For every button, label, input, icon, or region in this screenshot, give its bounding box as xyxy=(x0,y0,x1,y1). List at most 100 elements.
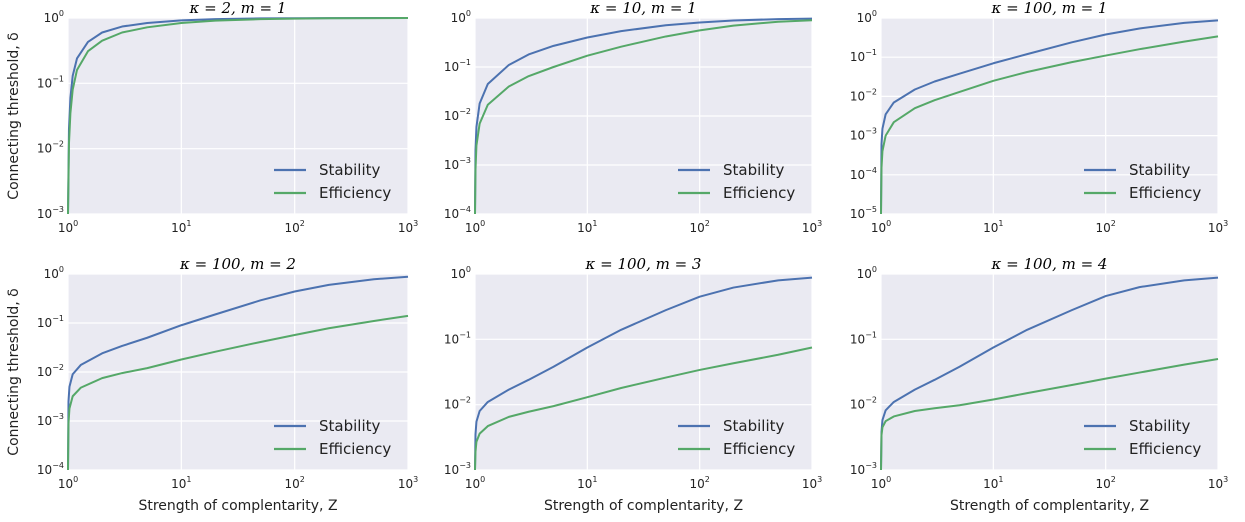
x-tick-label: 102 xyxy=(689,219,709,235)
series-line-efficiency xyxy=(67,17,409,215)
subplot-grid: 100 101 102 103 10−3 10−2 10−1 100 κ = 2, m = 1 C… xyxy=(6,0,1228,514)
series-line-efficiency xyxy=(67,314,409,471)
x-tick-label: 102 xyxy=(689,475,709,491)
y-tick-label: 10−5 xyxy=(850,205,877,221)
subplot-title: κ = 100, m = 3 xyxy=(585,255,702,273)
y-tick-label: 10−3 xyxy=(444,156,471,172)
subplot-3: 100 101 102 103 10−5 10−4 10−3 10−2 10−1 100 κ = 1… xyxy=(850,0,1228,235)
y-tick-label: 10−2 xyxy=(37,140,64,156)
x-tick-label: 101 xyxy=(983,219,1003,235)
subplot-5: 100 101 102 103 10−3 10−2 10−1 100 κ = 100, m = … xyxy=(444,255,822,514)
y-tick-label: 100 xyxy=(44,9,64,25)
legend-label-stability: Stability xyxy=(723,161,785,179)
plot-background xyxy=(881,18,1218,214)
legend: Stability Efficiency xyxy=(1084,161,1201,202)
subplot-title: κ = 10, m = 1 xyxy=(589,0,696,17)
y-tick-label: 10−2 xyxy=(37,363,64,379)
legend: Stability Efficiency xyxy=(274,417,391,458)
series-line-stability xyxy=(474,17,813,215)
subplot-2: 100 101 102 103 10−4 10−3 10−2 10−1 100 κ = 10, m… xyxy=(444,0,822,235)
subplot-title: κ = 100, m = 4 xyxy=(991,255,1108,273)
series-line-stability xyxy=(880,276,1219,471)
legend: Stability Efficiency xyxy=(1084,417,1201,458)
x-tick-label: 103 xyxy=(1208,475,1228,491)
x-tick-label: 102 xyxy=(1095,475,1115,491)
legend-label-efficiency: Efficiency xyxy=(1129,440,1201,458)
legend-label-efficiency: Efficiency xyxy=(319,184,391,202)
subplot-title: κ = 2, m = 1 xyxy=(189,0,287,17)
subplot-title: κ = 100, m = 1 xyxy=(991,0,1108,17)
y-axis-label: Connecting threshold, δ xyxy=(6,32,22,199)
legend-label-stability: Stability xyxy=(1129,417,1191,435)
y-tick-label: 100 xyxy=(857,9,877,25)
legend-label-stability: Stability xyxy=(319,417,381,435)
x-tick-label: 100 xyxy=(58,219,78,235)
x-tick-label: 102 xyxy=(1095,219,1115,235)
x-tick-label: 100 xyxy=(871,475,891,491)
plot-background xyxy=(475,274,812,470)
legend-label-efficiency: Efficiency xyxy=(1129,184,1201,202)
x-tick-label: 100 xyxy=(58,475,78,491)
y-tick-label: 10−4 xyxy=(444,205,471,221)
y-tick-label: 100 xyxy=(44,265,64,281)
x-axis-label: Strength of complentarity, Z xyxy=(544,498,743,514)
x-tick-label: 101 xyxy=(577,475,597,491)
y-tick-label: 10−1 xyxy=(444,330,471,346)
x-tick-label: 102 xyxy=(284,475,304,491)
x-tick-label: 101 xyxy=(983,475,1003,491)
series-line-efficiency xyxy=(474,19,813,215)
y-tick-label: 10−2 xyxy=(444,107,471,123)
x-tick-label: 103 xyxy=(1208,219,1228,235)
y-tick-label: 10−1 xyxy=(37,314,64,330)
x-axis-label: Strength of complentarity, Z xyxy=(138,498,337,514)
x-tick-label: 103 xyxy=(398,219,418,235)
y-tick-label: 10−4 xyxy=(850,166,877,182)
legend: Stability Efficiency xyxy=(274,161,391,202)
legend-label-stability: Stability xyxy=(319,161,381,179)
series-line-efficiency xyxy=(880,358,1219,471)
y-tick-label: 10−2 xyxy=(444,396,471,412)
x-tick-label: 100 xyxy=(465,475,485,491)
y-tick-label: 10−1 xyxy=(850,330,877,346)
y-tick-label: 10−4 xyxy=(37,461,64,477)
series-line-efficiency xyxy=(474,346,813,471)
y-tick-label: 100 xyxy=(451,9,471,25)
plot-background xyxy=(881,274,1218,470)
legend: Stability Efficiency xyxy=(678,417,795,458)
y-tick-label: 10−3 xyxy=(444,461,471,477)
legend-label-efficiency: Efficiency xyxy=(319,440,391,458)
x-axis-label: Strength of complentarity, Z xyxy=(950,498,1149,514)
series-line-efficiency xyxy=(880,35,1219,215)
legend-label-efficiency: Efficiency xyxy=(723,184,795,202)
x-tick-label: 102 xyxy=(284,219,304,235)
y-tick-label: 10−1 xyxy=(850,48,877,64)
x-tick-label: 100 xyxy=(871,219,891,235)
y-tick-label: 10−2 xyxy=(850,396,877,412)
subplot-6: 100 101 102 103 10−3 10−2 10−1 100 κ = 100, m = … xyxy=(850,255,1228,514)
legend: Stability Efficiency xyxy=(678,161,795,202)
x-tick-label: 103 xyxy=(802,475,822,491)
x-tick-label: 101 xyxy=(171,475,191,491)
subplot-title: κ = 100, m = 2 xyxy=(179,255,296,273)
series-line-stability xyxy=(880,19,1219,215)
y-tick-label: 10−3 xyxy=(850,461,877,477)
x-tick-label: 103 xyxy=(398,475,418,491)
x-tick-label: 100 xyxy=(465,219,485,235)
x-tick-label: 103 xyxy=(802,219,822,235)
subplot-4: 100 101 102 103 10−4 10−3 10−2 10−1 100 κ = 100, … xyxy=(6,255,418,514)
x-tick-label: 101 xyxy=(171,219,191,235)
x-tick-label: 101 xyxy=(577,219,597,235)
y-tick-label: 10−3 xyxy=(37,412,64,428)
series-line-stability xyxy=(67,275,409,471)
y-tick-label: 10−1 xyxy=(444,58,471,74)
y-tick-label: 100 xyxy=(857,265,877,281)
series-line-stability xyxy=(474,276,813,471)
y-tick-label: 10−1 xyxy=(37,74,64,90)
y-tick-label: 10−3 xyxy=(37,205,64,221)
y-tick-label: 10−3 xyxy=(850,127,877,143)
y-axis-label: Connecting threshold, δ xyxy=(6,288,22,455)
subplot-1: 100 101 102 103 10−3 10−2 10−1 100 κ = 2, m = 1 C… xyxy=(6,0,418,235)
plot-background xyxy=(68,18,408,214)
y-tick-label: 10−2 xyxy=(850,87,877,103)
